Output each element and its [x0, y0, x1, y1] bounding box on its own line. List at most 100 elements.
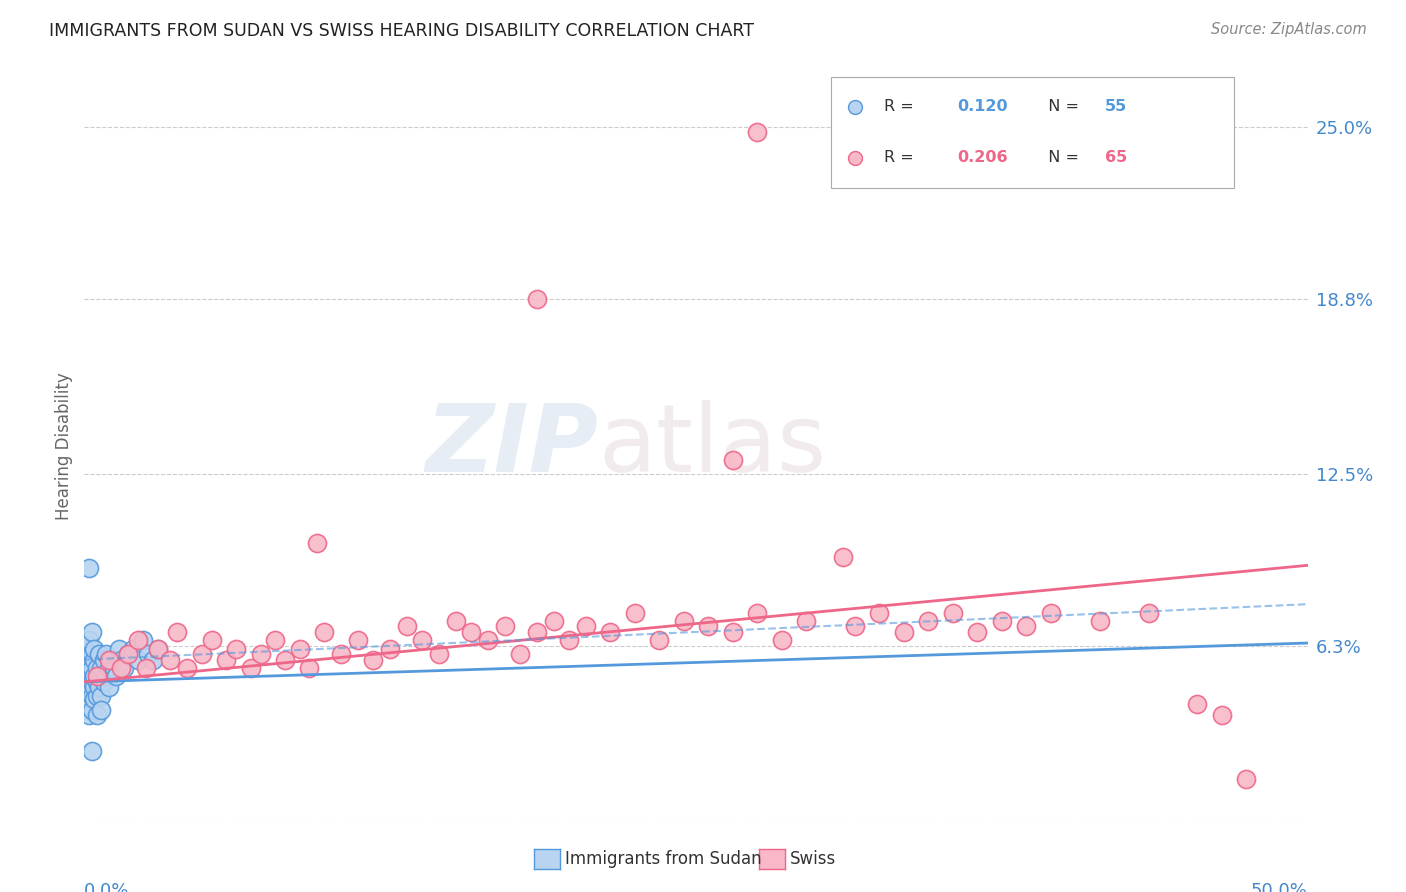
Text: R =: R = — [884, 99, 924, 114]
Point — [347, 633, 370, 648]
Point — [77, 561, 100, 575]
Point — [87, 669, 110, 683]
Point — [966, 624, 988, 639]
Point — [460, 624, 482, 639]
Point — [159, 653, 181, 667]
Point — [444, 614, 467, 628]
Point — [844, 151, 866, 165]
Text: 55: 55 — [1105, 99, 1126, 114]
Point — [721, 624, 744, 639]
Point — [87, 681, 110, 695]
Text: R =: R = — [884, 151, 924, 165]
Point — [77, 708, 100, 723]
Point — [76, 703, 98, 717]
Point — [112, 661, 135, 675]
Point — [526, 624, 548, 639]
Point — [330, 647, 353, 661]
Point — [361, 653, 384, 667]
Point — [146, 641, 169, 656]
Point — [249, 647, 271, 661]
Point — [132, 633, 155, 648]
Point — [648, 633, 671, 648]
Point — [77, 669, 100, 683]
Point — [831, 549, 853, 564]
Point — [1015, 619, 1038, 633]
Point — [747, 125, 769, 139]
Point — [90, 703, 112, 717]
Point — [76, 661, 98, 675]
Point — [90, 661, 112, 675]
Point — [477, 633, 499, 648]
Point — [83, 669, 105, 683]
Point — [770, 633, 793, 648]
Point — [86, 708, 108, 723]
Point — [305, 536, 328, 550]
Point — [86, 669, 108, 683]
Point — [191, 647, 214, 661]
Point — [80, 624, 103, 639]
Text: N =: N = — [1039, 151, 1084, 165]
Text: Source: ZipAtlas.com: Source: ZipAtlas.com — [1211, 22, 1367, 37]
Point — [264, 633, 287, 648]
Point — [86, 674, 108, 689]
Point — [142, 653, 165, 667]
Point — [991, 614, 1014, 628]
Point — [110, 653, 132, 667]
Point — [107, 641, 129, 656]
Point — [624, 606, 647, 620]
Point — [110, 661, 132, 675]
Text: Immigrants from Sudan: Immigrants from Sudan — [565, 850, 762, 868]
Point — [80, 674, 103, 689]
Point — [77, 653, 100, 667]
Point — [103, 661, 125, 675]
Point — [215, 653, 238, 667]
Text: ZIP: ZIP — [425, 400, 598, 492]
Text: 0.120: 0.120 — [957, 99, 1008, 114]
Point — [135, 661, 157, 675]
Point — [97, 653, 120, 667]
Point — [844, 100, 866, 114]
Point — [86, 661, 108, 675]
Point — [100, 653, 122, 667]
Point — [76, 689, 98, 703]
Point — [543, 614, 565, 628]
Point — [97, 681, 120, 695]
Point — [80, 703, 103, 717]
Point — [96, 669, 118, 683]
Point — [83, 641, 105, 656]
Point — [80, 744, 103, 758]
Point — [314, 624, 336, 639]
Point — [893, 624, 915, 639]
Point — [105, 669, 128, 683]
Point — [117, 647, 139, 661]
Point — [200, 633, 222, 648]
Point — [942, 606, 965, 620]
Text: 65: 65 — [1105, 151, 1126, 165]
Point — [96, 647, 118, 661]
Point — [721, 453, 744, 467]
Point — [77, 641, 100, 656]
Point — [77, 633, 100, 648]
Point — [136, 647, 159, 661]
Point — [87, 647, 110, 661]
Point — [844, 619, 866, 633]
Point — [77, 681, 100, 695]
Point — [77, 661, 100, 675]
Point — [86, 689, 108, 703]
Point — [225, 641, 247, 656]
Point — [77, 697, 100, 711]
Point — [558, 633, 581, 648]
Point — [146, 641, 169, 656]
Text: 0.206: 0.206 — [957, 151, 1008, 165]
Point — [509, 647, 531, 661]
Point — [298, 661, 321, 675]
Point — [83, 691, 105, 706]
Point — [127, 653, 149, 667]
Point — [411, 633, 433, 648]
Point — [1088, 614, 1111, 628]
Text: 50.0%: 50.0% — [1251, 881, 1308, 892]
Point — [93, 653, 115, 667]
Point — [76, 647, 98, 661]
Text: 0.0%: 0.0% — [84, 881, 129, 892]
Point — [917, 614, 939, 628]
